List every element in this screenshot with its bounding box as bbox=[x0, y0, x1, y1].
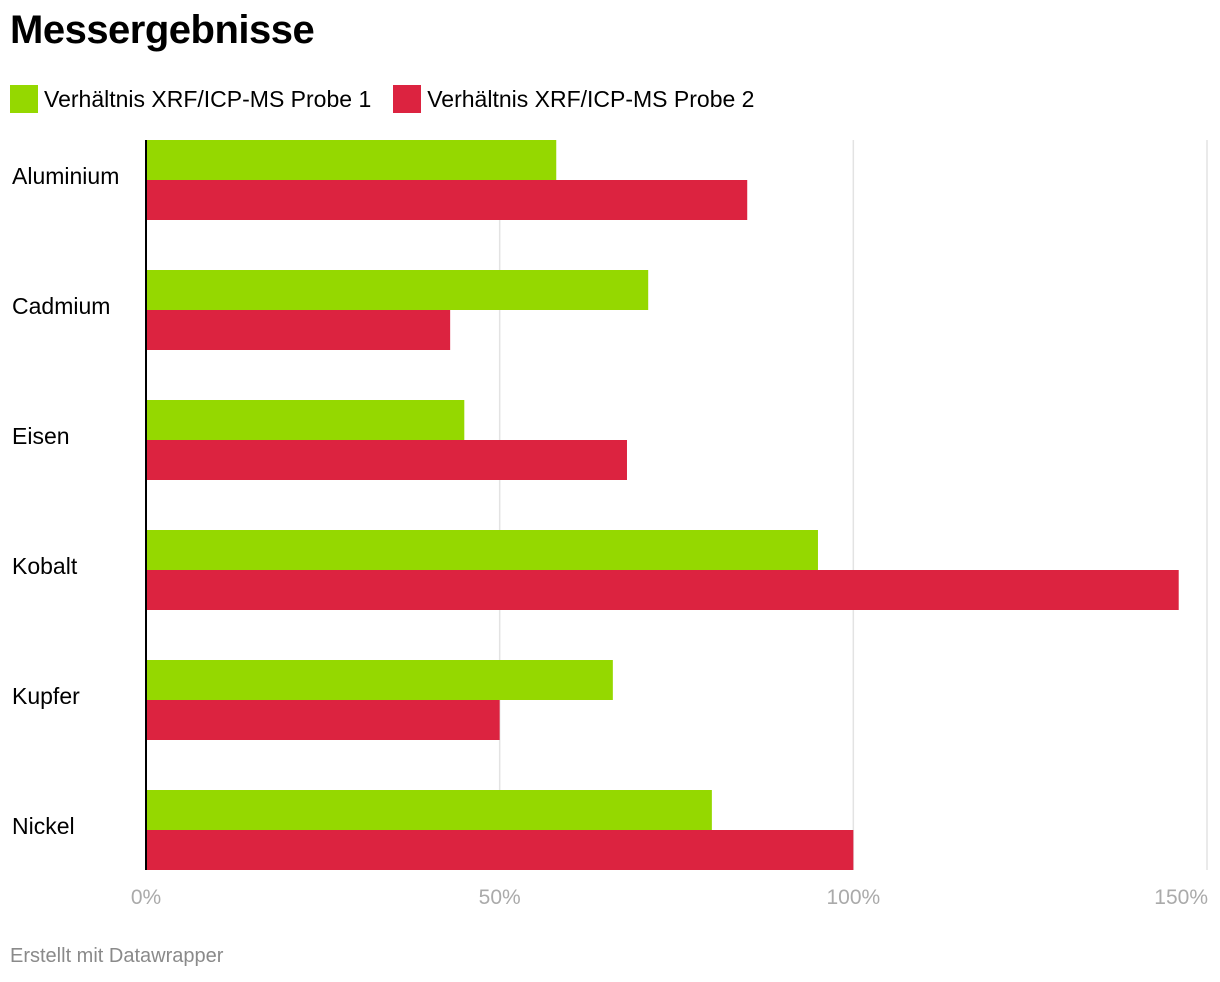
x-tick-label: 150% bbox=[1154, 886, 1208, 909]
bar-kobalt-probe-2 bbox=[146, 570, 1179, 610]
bar-cadmium-probe-2 bbox=[146, 310, 451, 350]
legend-swatch-probe-1 bbox=[10, 85, 38, 113]
category-labels: Aluminium Cadmium Eisen Kobalt Kupfer Nickel bbox=[12, 163, 119, 839]
category-label: Aluminium bbox=[12, 163, 119, 189]
legend-label-probe-1: Verhältnis XRF/ICP-MS Probe 1 bbox=[44, 85, 372, 112]
legend-label-probe-2: Verhältnis XRF/ICP-MS Probe 2 bbox=[427, 85, 755, 112]
x-tick-label: 50% bbox=[479, 886, 521, 909]
chart-title: Messergebnisse bbox=[10, 8, 315, 52]
footer-credit: Erstellt mit Datawrapper bbox=[10, 945, 224, 967]
category-label: Nickel bbox=[12, 813, 75, 839]
bars bbox=[146, 140, 1179, 870]
legend-item-probe-2: Verhältnis XRF/ICP-MS Probe 2 bbox=[393, 85, 754, 113]
category-label: Cadmium bbox=[12, 293, 110, 319]
legend-swatch-probe-2 bbox=[393, 85, 422, 113]
category-label: Kupfer bbox=[12, 683, 80, 709]
bar-kupfer-probe-2 bbox=[146, 700, 500, 740]
x-tick-label: 0% bbox=[131, 886, 161, 909]
bar-aluminium-probe-1 bbox=[146, 140, 557, 180]
category-label: Kobalt bbox=[12, 553, 78, 579]
bar-eisen-probe-2 bbox=[146, 440, 627, 480]
bar-nickel-probe-1 bbox=[146, 790, 712, 830]
bar-chart: 0% 50% 100% 150% Aluminium Cadmium Eisen Kobal… bbox=[12, 140, 1208, 909]
bar-eisen-probe-1 bbox=[146, 400, 465, 440]
bar-cadmium-probe-1 bbox=[146, 270, 649, 310]
bar-aluminium-probe-2 bbox=[146, 180, 748, 220]
bar-nickel-probe-2 bbox=[146, 830, 854, 870]
grid-lines bbox=[498, 140, 1208, 870]
legend: Verhältnis XRF/ICP-MS Probe 1 Verhältnis… bbox=[10, 84, 776, 114]
axis: 0% 50% 100% 150% bbox=[131, 140, 1208, 909]
bar-kobalt-probe-1 bbox=[146, 530, 818, 570]
bar-kupfer-probe-1 bbox=[146, 660, 613, 700]
legend-item-probe-1: Verhältnis XRF/ICP-MS Probe 1 bbox=[10, 85, 371, 113]
x-tick-label: 100% bbox=[826, 886, 880, 909]
category-label: Eisen bbox=[12, 423, 70, 449]
